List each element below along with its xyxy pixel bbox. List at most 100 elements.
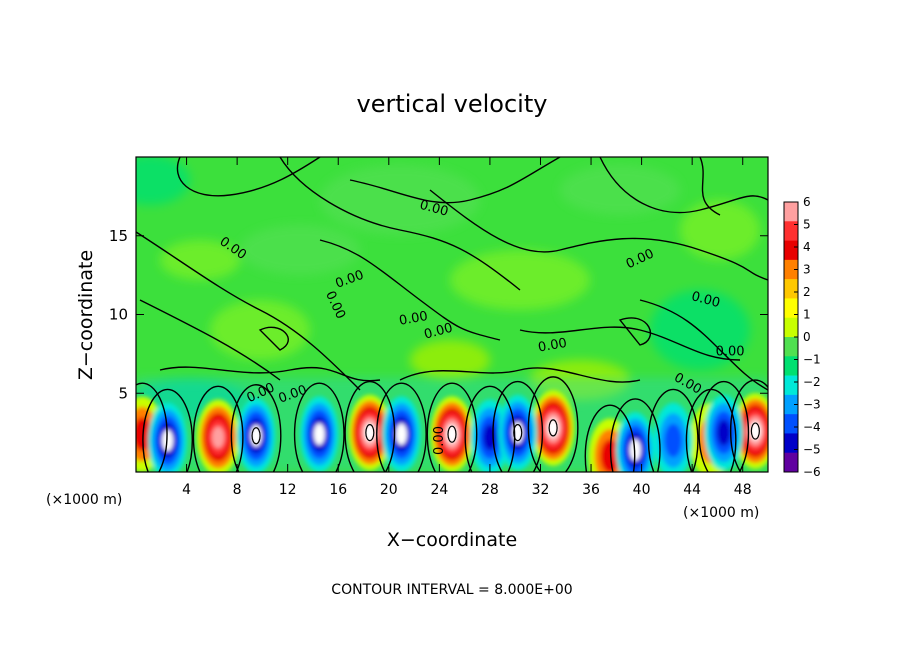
colorbar-swatch xyxy=(784,317,798,338)
colorbar-label: −4 xyxy=(803,420,821,434)
x-unit-left: (×1000 m) xyxy=(46,492,122,508)
contour-line xyxy=(349,157,561,204)
contour-line xyxy=(279,157,521,291)
contour-line xyxy=(698,380,750,472)
updraft-cell xyxy=(750,421,761,441)
x-tick-label: 8 xyxy=(233,482,242,498)
x-axis-label: X−coordinate xyxy=(387,529,517,551)
downdraft-cell xyxy=(664,423,682,458)
contour-line xyxy=(139,299,281,381)
colorbar-label: 1 xyxy=(803,308,811,322)
contour-label: 0.00 xyxy=(432,426,447,455)
contour-label: 0.00 xyxy=(398,309,429,329)
x-tick-label: 28 xyxy=(481,482,499,498)
contour-line xyxy=(699,157,721,216)
colorbar-swatch xyxy=(784,298,798,319)
colorbar-swatch xyxy=(784,452,798,473)
contour-line xyxy=(319,239,501,341)
contour-line xyxy=(548,419,558,437)
contour-label: 0.00 xyxy=(716,344,745,359)
field-patch xyxy=(560,165,680,215)
y-axis: 5 10 15 xyxy=(109,227,768,402)
contour-line xyxy=(293,382,345,472)
colorbar-swatch xyxy=(784,394,798,415)
contour-line xyxy=(750,422,760,440)
contour-line xyxy=(159,366,381,382)
field-patch xyxy=(650,290,750,370)
contour-line xyxy=(426,382,478,472)
contour-line xyxy=(599,157,768,214)
contour-line xyxy=(192,385,244,472)
x-tick-label: 48 xyxy=(734,482,752,498)
contour-label: 0.00 xyxy=(690,289,722,311)
field-patch xyxy=(136,157,190,205)
field-patch xyxy=(320,165,480,235)
downdraft-cell xyxy=(629,439,641,461)
contour-line xyxy=(142,388,194,472)
contour-line xyxy=(230,384,282,472)
colorbar: 6 5 4 3 2 1 0 −1 −2 −3 −4 −5 −6 xyxy=(783,195,821,479)
downdraft-cell xyxy=(313,423,325,446)
contour-line xyxy=(258,326,289,351)
x-unit-right: (×1000 m) xyxy=(683,505,759,521)
contour-line xyxy=(527,376,579,472)
x-tick-label: 4 xyxy=(182,482,191,498)
contour-line xyxy=(729,379,768,472)
colorbar-label: −6 xyxy=(803,465,821,479)
contour-line xyxy=(519,326,741,361)
x-tick-label: 24 xyxy=(430,482,448,498)
field-patch xyxy=(680,200,760,260)
contour-line xyxy=(344,380,396,472)
downdraft-cell xyxy=(717,419,731,446)
updraft-cell xyxy=(600,439,620,472)
field-patch xyxy=(450,250,590,310)
colorbar-label: 3 xyxy=(803,263,811,277)
y-axis-label: Z−coordinate xyxy=(75,250,97,380)
updraft-cell xyxy=(547,418,559,438)
updraft-cell xyxy=(136,417,152,451)
x-tick-label: 20 xyxy=(380,482,398,498)
colorbar-swatch xyxy=(784,279,798,299)
y-tick-label: 15 xyxy=(109,227,128,245)
colorbar-label: 2 xyxy=(803,285,811,299)
field-patch xyxy=(240,225,360,275)
contour-line xyxy=(136,382,168,472)
colorbar-label: −2 xyxy=(803,375,821,389)
colorbar-label: 6 xyxy=(803,195,811,209)
colorbar-swatch xyxy=(784,414,798,434)
convective-cells xyxy=(136,390,768,472)
downdraft-cell xyxy=(162,429,174,452)
colorbar-label: −3 xyxy=(803,398,821,412)
contour-line xyxy=(639,299,768,391)
colorbar-label: −1 xyxy=(803,353,821,367)
colorbar-swatch xyxy=(784,356,798,376)
contour-line xyxy=(376,382,427,472)
contour-line xyxy=(176,157,321,197)
plot-area xyxy=(136,157,768,472)
contour-line xyxy=(399,367,641,383)
contour-line xyxy=(365,424,375,442)
contour-label: 0.00 xyxy=(418,198,450,220)
contour-line xyxy=(447,425,457,443)
contour-line xyxy=(647,388,699,472)
colorbar-label: −5 xyxy=(803,443,821,457)
updraft-cell xyxy=(446,425,458,444)
contour-line xyxy=(609,398,661,472)
contour-line xyxy=(513,424,523,442)
colorbar-label: 0 xyxy=(803,330,811,344)
colorbar-swatch xyxy=(784,433,798,454)
colorbar-swatch xyxy=(784,375,798,396)
zero-contours xyxy=(136,157,768,472)
x-axis: 4 8 12 16 20 24 28 32 36 40 44 48 xyxy=(182,157,752,498)
colorbar-swatch xyxy=(784,337,798,357)
contour-line xyxy=(492,380,544,472)
contour-line xyxy=(429,189,768,281)
x-tick-label: 12 xyxy=(279,482,297,498)
contour-interval-note: CONTOUR INTERVAL = 8.000E+00 xyxy=(331,582,572,598)
chart-title: vertical velocity xyxy=(357,90,548,118)
x-tick-label: 44 xyxy=(683,482,701,498)
field-patch xyxy=(160,240,240,280)
x-tick-label: 32 xyxy=(532,482,550,498)
colorbar-label: 5 xyxy=(803,218,811,232)
